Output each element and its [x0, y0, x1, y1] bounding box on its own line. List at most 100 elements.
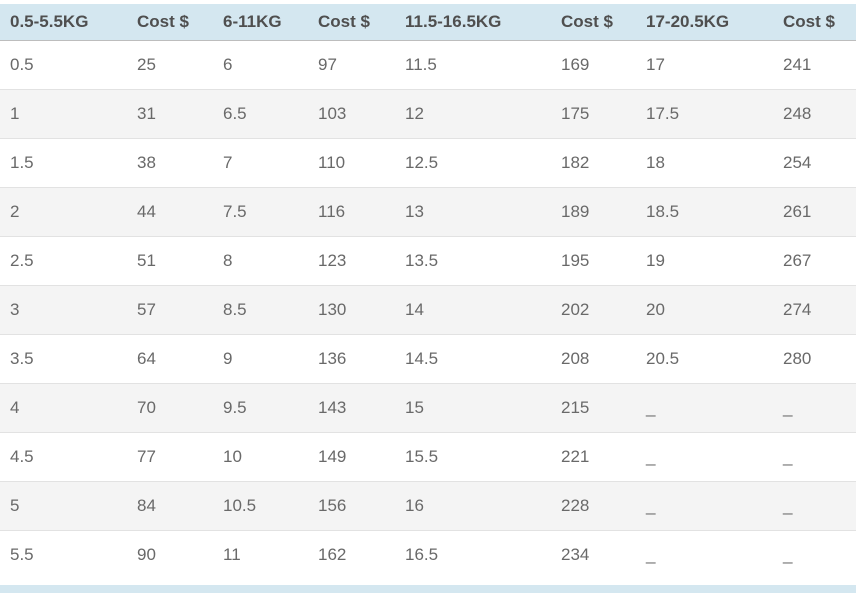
- column-header[interactable]: 11.5-16.5KG: [395, 4, 551, 41]
- table-row: 5 84 10.5 156 16 228 _ _: [0, 481, 856, 531]
- table-cell: 221: [551, 432, 636, 482]
- table-cell: 130: [308, 285, 395, 335]
- table-cell: 64: [127, 334, 213, 384]
- table-row: 4 70 9.5 143 15 215 _ _: [0, 383, 856, 433]
- pricing-table-header: 0.5-5.5KG Cost $6-11KG Cost $11.5-16.5KG Co…: [0, 4, 856, 41]
- table-cell: _: [773, 383, 856, 433]
- column-header[interactable]: Cost $: [308, 4, 395, 41]
- table-cell: 9.5: [213, 383, 308, 433]
- table-cell: 3.5: [0, 334, 127, 384]
- table-cell: _: [636, 383, 773, 433]
- table-row: 2 44 7.5 116 13 189 18.5 261: [0, 187, 856, 237]
- table-cell: 11.5: [395, 40, 551, 90]
- table-cell: 8: [213, 236, 308, 286]
- table-cell: 202: [551, 285, 636, 335]
- table-cell: 11: [213, 530, 308, 579]
- table-cell: 17: [636, 40, 773, 90]
- table-cell: 274: [773, 285, 856, 335]
- column-header[interactable]: Cost $: [773, 4, 856, 41]
- table-cell: 10: [213, 432, 308, 482]
- table-cell: 16.5: [395, 530, 551, 579]
- table-cell: _: [773, 530, 856, 579]
- pricing-table-container: 0.5-5.5KG Cost $6-11KG Cost $11.5-16.5KG Co…: [0, 4, 856, 579]
- table-row: 2.5 51 8 123 13.5 195 19 267: [0, 236, 856, 286]
- table-cell: 15: [395, 383, 551, 433]
- table-cell: 241: [773, 40, 856, 90]
- table-cell: 10.5: [213, 481, 308, 531]
- table-cell: 110: [308, 138, 395, 188]
- column-header[interactable]: 6-11KG: [213, 4, 308, 41]
- table-cell: 14.5: [395, 334, 551, 384]
- table-row: 3 57 8.5 130 14 202 20 274: [0, 285, 856, 335]
- table-cell: 0.5: [0, 40, 127, 90]
- table-cell: 208: [551, 334, 636, 384]
- table-cell: 1.5: [0, 138, 127, 188]
- table-cell: 123: [308, 236, 395, 286]
- table-cell: 116: [308, 187, 395, 237]
- table-cell: 5.5: [0, 530, 127, 579]
- table-cell: 6.5: [213, 89, 308, 139]
- table-cell: 162: [308, 530, 395, 579]
- table-row: 3.5 64 9 136 14.5 208 20.5 280: [0, 334, 856, 384]
- table-cell: 19: [636, 236, 773, 286]
- table-cell: _: [636, 481, 773, 531]
- table-cell: 38: [127, 138, 213, 188]
- table-cell: 12.5: [395, 138, 551, 188]
- table-row: 1 31 6.5 103 12 175 17.5 248: [0, 89, 856, 139]
- table-cell: 3: [0, 285, 127, 335]
- table-cell: 149: [308, 432, 395, 482]
- column-header[interactable]: 0.5-5.5KG: [0, 4, 127, 41]
- table-cell: 4.5: [0, 432, 127, 482]
- table-cell: 6: [213, 40, 308, 90]
- table-cell: 156: [308, 481, 395, 531]
- table-cell: 20.5: [636, 334, 773, 384]
- table-cell: 70: [127, 383, 213, 433]
- table-cell: 97: [308, 40, 395, 90]
- column-header[interactable]: Cost $: [551, 4, 636, 41]
- table-cell: 18.5: [636, 187, 773, 237]
- table-row: 1.5 38 7 110 12.5 182 18 254: [0, 138, 856, 188]
- table-cell: 2.5: [0, 236, 127, 286]
- table-cell: _: [636, 432, 773, 482]
- table-cell: 90: [127, 530, 213, 579]
- table-cell: 103: [308, 89, 395, 139]
- table-cell: 228: [551, 481, 636, 531]
- table-cell: 7: [213, 138, 308, 188]
- column-header[interactable]: Cost $: [127, 4, 213, 41]
- table-cell: 248: [773, 89, 856, 139]
- table-cell: 7.5: [213, 187, 308, 237]
- table-cell: 51: [127, 236, 213, 286]
- table-cell: _: [636, 530, 773, 579]
- table-cell: 57: [127, 285, 213, 335]
- table-cell: 2: [0, 187, 127, 237]
- table-cell: 18: [636, 138, 773, 188]
- table-row: 0.5 25 6 97 11.5 169 17 241: [0, 40, 856, 90]
- table-cell: 12: [395, 89, 551, 139]
- table-cell: 5: [0, 481, 127, 531]
- table-cell: 31: [127, 89, 213, 139]
- table-cell: 1: [0, 89, 127, 139]
- table-cell: 25: [127, 40, 213, 90]
- table-cell: 136: [308, 334, 395, 384]
- table-cell: 13: [395, 187, 551, 237]
- pricing-table-body: 0.5 25 6 97 11.5 169 17 241 1 31 6.5 103 12 175 17.5 24…: [0, 40, 856, 579]
- table-cell: 17.5: [636, 89, 773, 139]
- table-cell: 9: [213, 334, 308, 384]
- footer-header-strip: [0, 585, 856, 593]
- table-cell: 195: [551, 236, 636, 286]
- table-cell: 175: [551, 89, 636, 139]
- table-cell: 169: [551, 40, 636, 90]
- table-cell: 234: [551, 530, 636, 579]
- table-cell: 20: [636, 285, 773, 335]
- table-cell: 84: [127, 481, 213, 531]
- table-row: 4.5 77 10 149 15.5 221 _ _: [0, 432, 856, 482]
- table-cell: 4: [0, 383, 127, 433]
- table-cell: 13.5: [395, 236, 551, 286]
- table-cell: _: [773, 432, 856, 482]
- table-cell: 44: [127, 187, 213, 237]
- table-cell: 14: [395, 285, 551, 335]
- table-row: 5.5 90 11 162 16.5 234 _ _: [0, 530, 856, 579]
- table-cell: 182: [551, 138, 636, 188]
- column-header[interactable]: 17-20.5KG: [636, 4, 773, 41]
- table-cell: 143: [308, 383, 395, 433]
